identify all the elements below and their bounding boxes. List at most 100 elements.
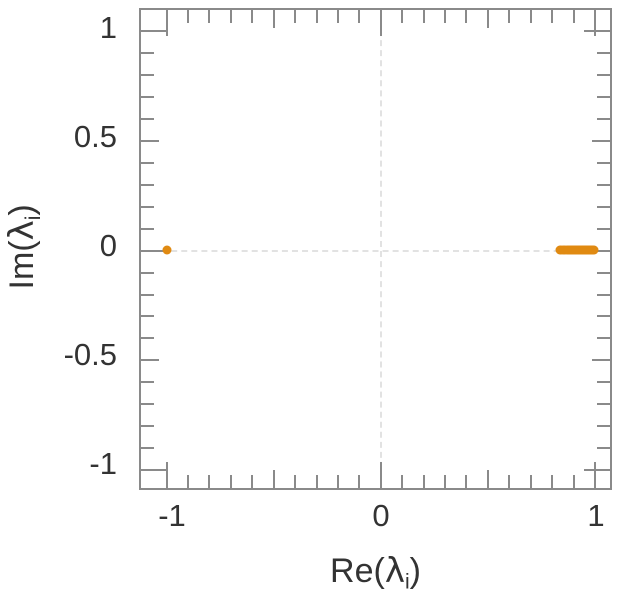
y-axis-tick [141,95,154,98]
y-axis-tick [597,447,610,450]
x-axis-tick [165,462,168,488]
x-axis-tick [593,10,596,36]
y-axis-tick [141,447,154,450]
y-tick-label-0p5: 0.5 [73,119,117,154]
x-axis-tick [229,10,232,23]
plot-area [139,8,612,490]
x-axis-tick [379,462,382,488]
y-axis-tick [597,161,610,164]
y-axis-tick [592,359,610,362]
y-axis-tick [597,403,610,406]
x-axis-tick [358,475,361,488]
y-axis-tick [141,271,154,274]
x-axis-tick [358,10,361,23]
x-axis-tick [272,470,275,488]
y-axis-tick [141,315,154,318]
y-axis-tick [141,161,154,164]
y-axis-tick [584,29,610,32]
x-axis-tick [529,475,532,488]
y-axis-tick [141,249,167,252]
x-axis-title-text: Re(λi) [330,551,421,594]
y-axis-tick [597,183,610,186]
y-axis-tick [597,293,610,296]
x-axis-tick [272,10,275,28]
x-axis-tick [187,10,190,23]
y-tick-label-neg0p5: -0.5 [63,337,117,372]
x-axis-tick [444,10,447,23]
x-axis-tick [208,10,211,23]
y-axis-tick [141,403,154,406]
y-axis-tick [592,139,610,142]
x-axis-tick [508,10,511,23]
x-axis-tick [187,475,190,488]
x-axis-tick [379,10,382,36]
x-axis-tick [294,475,297,488]
y-axis-tick [141,117,154,120]
x-axis-tick [336,475,339,488]
x-axis-tick [315,475,318,488]
x-axis-tick [229,475,232,488]
x-tick-label-0: 0 [372,498,390,533]
x-axis-tick [572,475,575,488]
y-axis-tick [141,139,159,142]
x-axis-tick [165,10,168,36]
x-axis-tick [572,10,575,23]
y-axis-tick [141,51,154,54]
x-tick-label-1: 1 [587,498,605,533]
reference-line-vertical [379,10,382,488]
y-axis-tick [141,293,154,296]
y-tick-label-1: 1 [99,10,117,45]
x-axis-tick [465,475,468,488]
y-axis-tick [597,117,610,120]
x-axis-tick [551,475,554,488]
y-axis-tick [597,51,610,54]
x-axis-tick [444,475,447,488]
x-axis-tick [486,10,489,28]
x-axis-tick [401,10,404,23]
y-axis-tick [597,337,610,340]
x-axis-tick [208,475,211,488]
data-point [162,245,172,255]
y-axis-tick [141,73,154,76]
x-axis-tick [422,10,425,23]
x-axis-tick [486,470,489,488]
x-axis-tick [251,10,254,23]
x-axis-tick [551,10,554,23]
y-axis-tick [597,271,610,274]
y-axis-tick [141,425,154,428]
x-axis-tick [336,10,339,23]
x-tick-label-neg1: -1 [158,498,186,533]
y-axis-tick [597,381,610,384]
y-axis-tick [141,381,154,384]
data-point [589,245,599,255]
y-axis-tick [597,315,610,318]
x-axis-tick [422,475,425,488]
y-axis-tick [141,29,167,32]
x-axis-tick [315,10,318,23]
y-axis-tick [597,95,610,98]
x-axis-tick [593,462,596,488]
y-axis-tick [597,73,610,76]
x-axis-tick [465,10,468,23]
x-axis-tick [294,10,297,23]
y-axis-tick [141,469,167,472]
y-axis-tick [597,205,610,208]
y-axis-tick [141,227,154,230]
y-axis-title-text: Im(λi) [2,204,45,290]
x-axis-tick [401,475,404,488]
x-axis-title: Re(λi) [139,551,612,595]
y-axis-tick [141,183,154,186]
x-axis-tick [251,475,254,488]
y-tick-label-neg1: -1 [89,446,117,481]
y-axis-title: Im(λi) [2,122,46,372]
reference-line-horizontal [141,249,610,252]
y-axis-tick [141,205,154,208]
y-axis-tick [597,425,610,428]
x-axis-tick [529,10,532,23]
y-axis-tick [584,469,610,472]
y-axis-tick [141,337,154,340]
y-axis-tick [597,227,610,230]
y-axis-tick [141,359,159,362]
y-tick-label-0: 0 [99,228,117,263]
